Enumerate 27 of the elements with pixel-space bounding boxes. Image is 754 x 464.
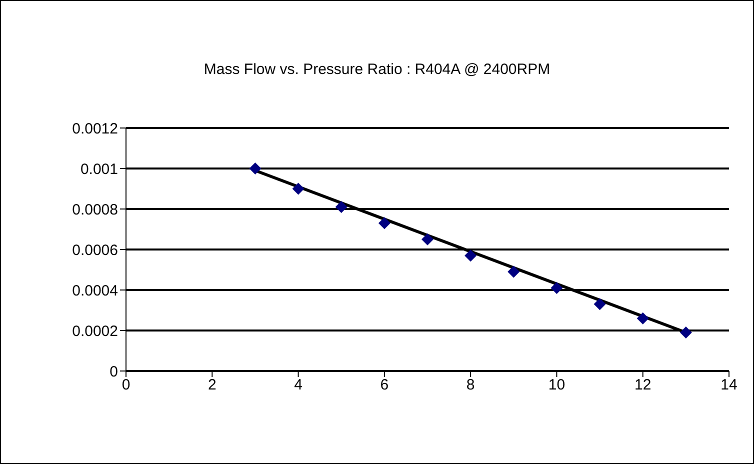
x-tick-label: 6 [380,376,389,394]
y-tick-label: 0 [110,363,118,380]
point [422,233,434,246]
x-tick-label: 10 [548,376,566,394]
point [550,282,563,294]
x-tick-label: 12 [634,376,652,394]
y-tick-label: 0.001 [80,160,118,178]
y-tick-label: 0.0006 [72,242,118,259]
point [249,162,262,174]
x-tick-label: 8 [466,376,475,394]
x-tick-label: 0 [122,376,130,394]
x-tick-label: 14 [720,376,738,394]
x-tick-label: 4 [294,376,302,394]
point [680,326,692,339]
point [378,217,390,230]
point [464,250,477,262]
point [636,312,649,324]
y-tick-label: 0.0002 [72,322,118,340]
y-tick-label: 0.0012 [72,120,118,138]
point [508,266,520,278]
y-tick-label: 0.0004 [72,282,118,300]
point [594,298,606,310]
point [292,182,304,195]
point [335,200,348,213]
chart-title: Mass Flow vs. Pressure Ratio : R404A @ 2400RPM [202,61,552,78]
y-tick-label: 0.0008 [72,201,118,218]
x-tick-label: 2 [208,376,216,394]
